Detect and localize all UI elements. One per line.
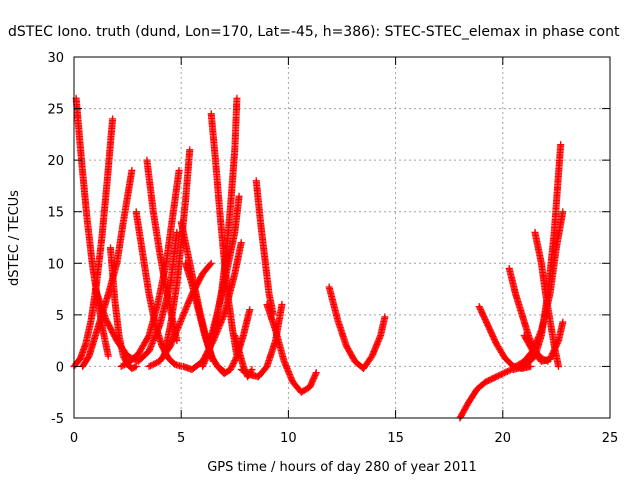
- data-point: [235, 192, 243, 200]
- data-point: [207, 259, 215, 267]
- data-series: [252, 177, 277, 319]
- plot-frame: [73, 56, 611, 419]
- data-point: [128, 166, 136, 174]
- data-point: [233, 94, 241, 102]
- data-series: [237, 301, 286, 381]
- x-axis: 0 5 10 15 20 25: [70, 57, 618, 446]
- data-series: [325, 283, 389, 372]
- x-tick-label: 20: [495, 431, 512, 446]
- data-point: [246, 306, 254, 314]
- data-point: [132, 362, 140, 370]
- y-axis: -5 0 5 10 15 20 25 30: [47, 51, 610, 427]
- data-point: [505, 367, 513, 375]
- data-point: [500, 369, 508, 377]
- x-tick-label: 10: [280, 431, 297, 446]
- y-tick-label: -5: [51, 412, 64, 427]
- data-series: [512, 208, 567, 370]
- data-point: [555, 362, 563, 370]
- data-series: [160, 146, 194, 360]
- data-point: [312, 369, 320, 377]
- data-point: [557, 141, 565, 149]
- x-axis-label: GPS time / hours of day 280 of year 2011: [207, 460, 477, 475]
- data-series: [91, 228, 181, 365]
- data-point: [381, 313, 389, 321]
- data-point: [117, 362, 125, 370]
- data-point: [248, 366, 256, 374]
- data-point: [206, 261, 214, 269]
- y-tick-label: 10: [47, 257, 64, 272]
- data-point: [153, 359, 161, 367]
- data-point: [175, 166, 183, 174]
- data-point: [502, 368, 510, 376]
- y-tick-label: 30: [47, 51, 64, 66]
- data-point: [237, 239, 245, 247]
- y-tick-label: 0: [56, 360, 64, 375]
- data-series: [520, 318, 567, 365]
- data-point: [150, 360, 158, 368]
- chart-title: dSTEC Iono. truth (dund, Lon=170, Lat=-4…: [8, 24, 620, 40]
- data-series: [145, 259, 215, 370]
- data-point: [151, 359, 159, 367]
- data-point: [173, 228, 181, 236]
- data-series: [117, 166, 183, 370]
- data-series: [70, 115, 117, 370]
- y-tick-label: 5: [56, 309, 64, 324]
- data-point: [109, 115, 117, 123]
- data-point: [559, 208, 567, 216]
- data-series: [207, 110, 241, 360]
- data-series: [205, 192, 243, 350]
- data-point: [186, 146, 194, 154]
- data-point: [119, 362, 127, 370]
- data-point: [120, 361, 128, 369]
- data-point: [559, 318, 567, 326]
- x-tick-label: 25: [602, 431, 619, 446]
- data-point: [499, 370, 507, 378]
- x-tick-label: 15: [387, 431, 404, 446]
- data-point: [124, 352, 132, 360]
- x-tick-label: 0: [70, 431, 78, 446]
- data-point: [278, 301, 286, 309]
- y-axis-label: dSTEC / TECUs: [7, 190, 22, 286]
- data-series: [456, 364, 518, 422]
- x-tick-label: 5: [177, 431, 185, 446]
- data-series: [263, 301, 320, 396]
- y-tick-label: 20: [47, 154, 64, 169]
- data-point: [147, 362, 155, 370]
- data-point: [503, 367, 511, 375]
- y-tick-label: 25: [47, 103, 64, 118]
- data-series: [79, 166, 136, 370]
- data-point: [131, 363, 139, 371]
- data-point: [148, 361, 156, 369]
- data-point: [104, 352, 112, 360]
- data-points: [70, 94, 567, 422]
- y-tick-label: 15: [47, 206, 64, 221]
- data-point: [145, 362, 153, 370]
